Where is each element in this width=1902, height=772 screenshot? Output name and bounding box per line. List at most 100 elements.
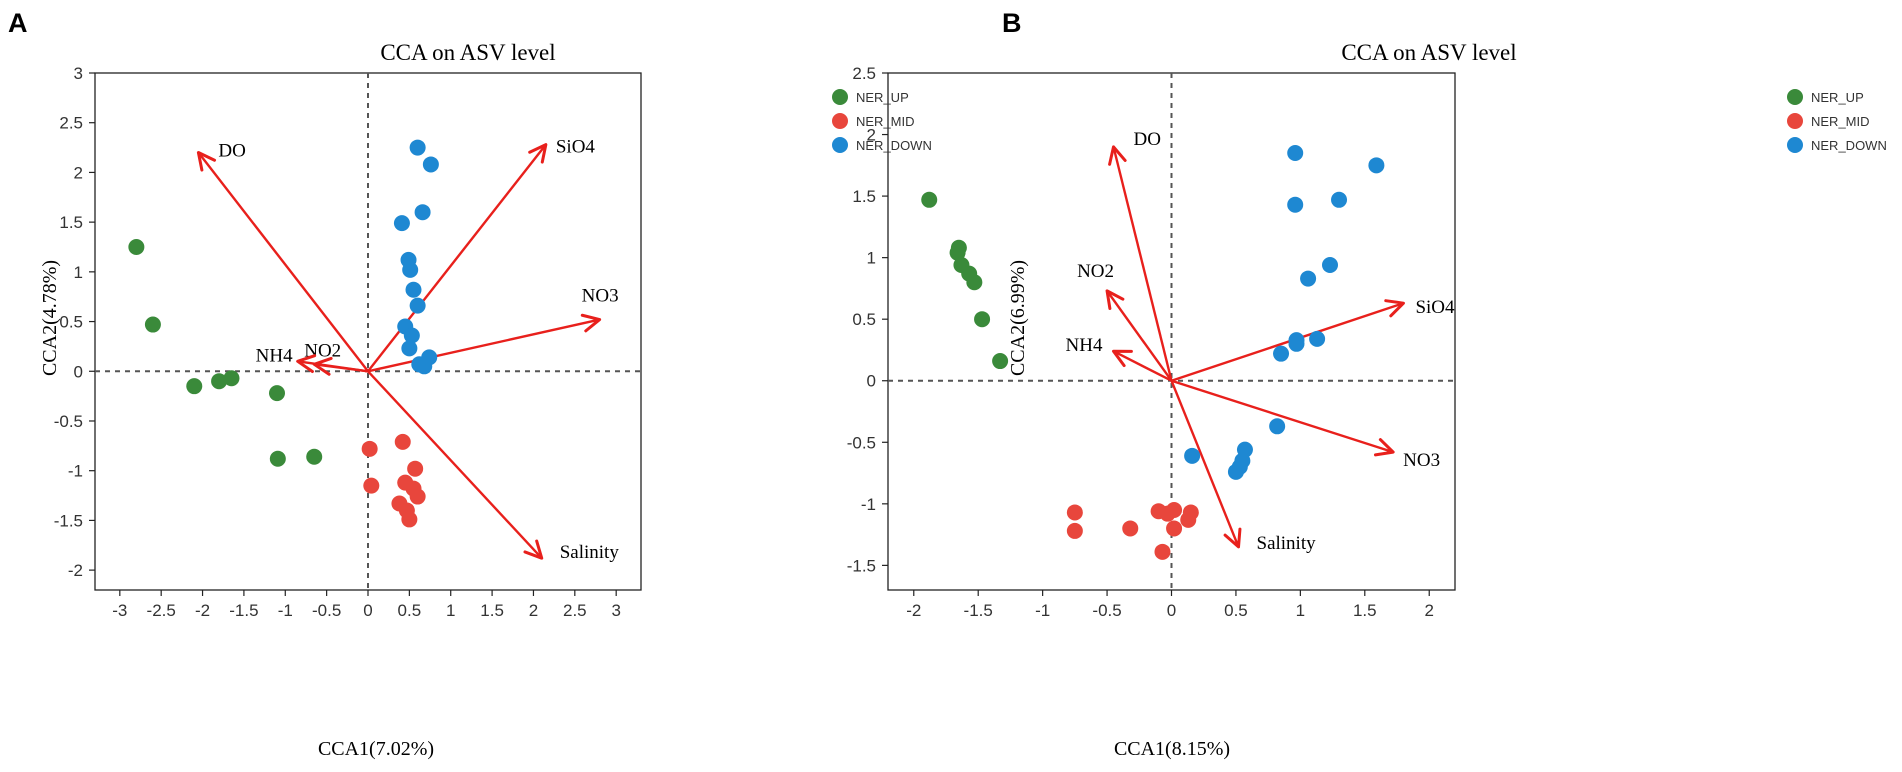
legend-label-ner-down: NER_DOWN [1811,138,1887,153]
x-tick-label: -0.5 [312,601,341,620]
point-ner-mid [361,440,378,457]
point-ner-down [1287,196,1304,213]
x-axis-label-a: CCA1(7.02%) [318,738,434,760]
vector-label-do: DO [218,141,245,162]
point-ner-up [186,378,203,395]
legend-swatch-ner-down [832,137,848,153]
legend-label-ner-up: NER_UP [1811,90,1864,105]
point-ner-up [306,448,323,465]
y-tick-label: 0.5 [852,310,876,329]
point-ner-down [403,327,420,344]
y-tick-label: -1.5 [54,511,83,530]
x-tick-label: 1.5 [1353,601,1377,620]
y-tick-label: 1.5 [59,213,83,232]
x-tick-label: 0 [1167,601,1176,620]
point-ner-down [1273,345,1290,362]
vector-label-sio4: SiO4 [556,137,596,158]
point-ner-down [1288,335,1305,352]
legend-b: NER_UP NER_MID NER_DOWN [1787,89,1887,153]
point-ner-mid [407,460,424,477]
legend-swatch-ner-mid [832,113,848,129]
point-ner-down [409,139,426,156]
legend-label-ner-mid: NER_MID [856,114,915,129]
x-tick-label: 1.5 [480,601,504,620]
y-tick-label: 1.5 [852,187,876,206]
legend-label-ner-mid: NER_MID [1811,114,1870,129]
x-tick-label: 0.5 [398,601,422,620]
point-ner-up [992,353,1009,370]
point-ner-down [409,297,426,314]
vector-arrow-sio4 [367,143,548,373]
y-tick-label: 0 [867,372,876,391]
y-tick-label: -1.5 [847,556,876,575]
vector-arrow-salinity [367,370,544,560]
point-ner-up [974,311,991,328]
x-tick-label: 3 [611,601,620,620]
y-tick-label: 2 [867,126,876,145]
plot-area-a: -3 -2.5 -2 -1.5 -1 -0.5 0 0.5 1 1.5 2 2.5 3-2-1.5-1-… [54,64,642,620]
x-tick-label: 2.5 [563,601,587,620]
y-tick-label: -0.5 [54,412,83,431]
chart-title-a: CCA on ASV level [380,40,555,65]
panel-label-b: B [1002,8,1022,38]
point-ner-mid [1066,522,1083,539]
point-ner-down [1236,441,1253,458]
point-ner-up [223,370,240,387]
y-tick-label: -1 [68,462,83,481]
point-ner-down [393,215,410,232]
legend-label-ner-up: NER_UP [856,90,909,105]
vector-arrow-nh4 [1112,349,1173,382]
y-tick-label: 3 [74,64,83,83]
point-ner-up [269,385,285,402]
vector-label-salinity: Salinity [560,542,620,563]
point-ner-up [269,450,286,467]
legend-label-ner-down: NER_DOWN [856,138,932,153]
point-ner-down [402,261,419,278]
vector-arrow-do [196,151,369,373]
legend-swatch-ner-mid [1787,113,1803,129]
point-ner-mid [1182,504,1199,521]
y-tick-label: -1 [861,495,876,514]
vector-arrow-do [1108,145,1173,382]
point-ner-up [128,238,145,255]
point-ner-mid [1122,520,1139,537]
x-tick-label: 1 [446,601,455,620]
x-tick-label: -1.5 [229,601,258,620]
point-ner-mid [363,477,380,494]
y-tick-label: 2.5 [59,114,83,133]
point-ner-up [921,191,938,208]
point-ner-mid [1166,520,1183,537]
x-tick-label: -2 [906,601,921,620]
point-ner-down [401,340,418,357]
y-axis-label-a: CCA2(4.78%) [39,260,61,376]
point-ner-down [1269,418,1286,435]
point-ner-down [1184,447,1201,464]
vector-label-no3: NO3 [582,286,619,307]
point-ner-up [966,274,983,291]
x-tick-label: -1.5 [964,601,993,620]
point-ner-up [211,373,228,390]
legend-swatch-ner-down [1787,137,1803,153]
y-tick-label: 1 [74,263,83,282]
vector-label-nh4: NH4 [1066,335,1103,356]
vector-arrow-no3 [1171,379,1395,457]
y-tick-label: -0.5 [847,433,876,452]
vector-arrow-sio4 [1171,299,1405,382]
point-ner-up [949,244,966,261]
legend-swatch-ner-up [1787,89,1803,105]
vector-arrow-no2 [1105,289,1173,382]
y-tick-label: 2.5 [852,64,876,83]
point-ner-down [1322,257,1339,274]
x-tick-label: 2 [529,601,538,620]
vector-arrow-no3 [367,313,602,373]
vector-label-sio4: SiO4 [1415,297,1455,318]
plot-area-b: -2 -1.5 -1 -0.5 0 0.5 1 1.5 2 -1.5 -1 -0.5 0 0.5 1 1.5 2… [847,64,1456,620]
point-ner-mid [1166,501,1183,518]
point-ner-mid [394,433,411,450]
legend-a: NER_UP NER_MID NER_DOWN [832,89,932,153]
vector-label-nh4: NH4 [256,345,293,366]
point-ner-up [144,316,161,333]
x-tick-label: 0 [363,601,372,620]
x-tick-label: 1 [1296,601,1305,620]
